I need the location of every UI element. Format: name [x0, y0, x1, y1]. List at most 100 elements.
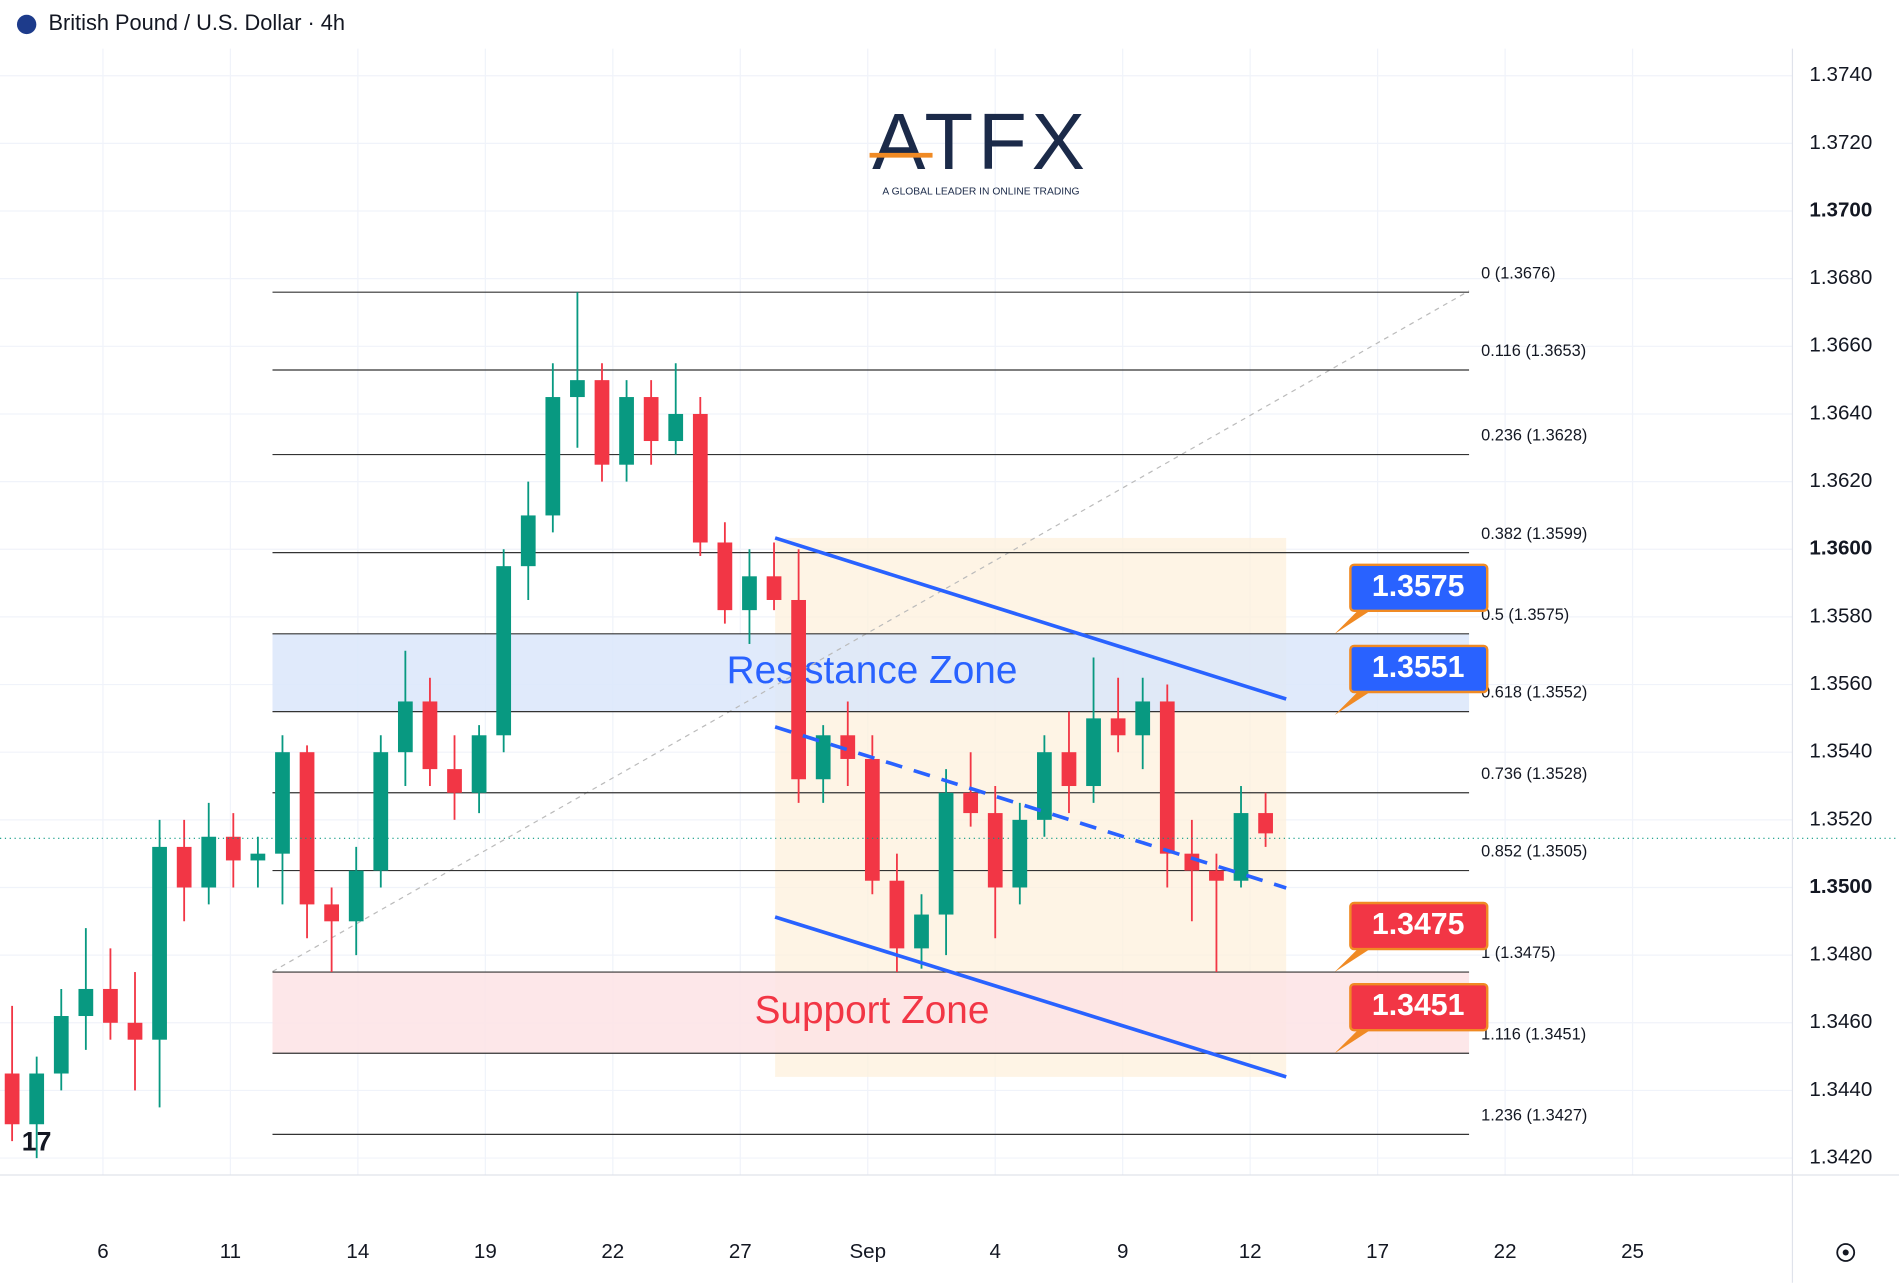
candle-body: [815, 735, 831, 780]
candle-body: [471, 735, 487, 793]
candle-body: [570, 380, 585, 398]
candle-body: [840, 735, 856, 759]
candle-body: [791, 599, 806, 780]
y-tick-label: 1.3640: [1809, 401, 1872, 424]
y-tick-label: 1.3460: [1809, 1010, 1872, 1033]
candle-body: [78, 988, 94, 1017]
x-tick-label: 4: [989, 1240, 1000, 1263]
candle-body: [520, 515, 536, 567]
candle-body: [1159, 701, 1175, 854]
y-tick-label: 1.3580: [1809, 604, 1872, 627]
candle-body: [1258, 813, 1273, 834]
candle-body: [1135, 701, 1151, 736]
fib-label: 0.382 (1.3599): [1481, 525, 1587, 543]
badge: [1349, 982, 1489, 1032]
y-tick-label: 1.3660: [1809, 334, 1872, 357]
candle-body: [250, 853, 266, 861]
candle-body: [1012, 819, 1028, 888]
logo-tagline: A GLOBAL LEADER IN ONLINE TRADING: [882, 186, 1079, 197]
logo-brand: ATFX: [872, 97, 1090, 186]
y-tick-label: 1.3620: [1809, 469, 1872, 492]
candles: [4, 292, 1273, 1159]
fib-label: 0.852 (1.3505): [1481, 843, 1587, 861]
fib-label: 0.736 (1.3528): [1481, 765, 1587, 783]
x-tick-label: 14: [346, 1240, 369, 1263]
y-tick-label: 1.3600: [1809, 537, 1872, 560]
badge-label: 1.3475: [1372, 908, 1465, 941]
symbol-title[interactable]: British Pound / U.S. Dollar · 4h: [48, 10, 345, 35]
candle-body: [594, 380, 610, 465]
x-tick-label: 17: [1366, 1240, 1389, 1263]
zone: [272, 633, 1470, 712]
candle-body: [348, 870, 364, 922]
y-tick-label: 1.3720: [1809, 131, 1872, 154]
fib-label: 0.236 (1.3628): [1481, 427, 1587, 445]
candle-body: [1086, 718, 1101, 787]
y-tick-label: 1.3420: [1809, 1146, 1872, 1169]
candle-body: [29, 1073, 45, 1125]
candle-body: [176, 846, 192, 888]
candle-body: [447, 769, 462, 793]
zones: Resistance Zone Support Zone: [272, 633, 1470, 1054]
candle-body: [422, 701, 438, 770]
x-tick-label: 9: [1117, 1240, 1128, 1263]
candle-body: [299, 752, 315, 905]
x-tick-label: 27: [729, 1240, 752, 1263]
fib-label: 0.618 (1.3552): [1481, 684, 1587, 702]
channel-upper: [774, 536, 1287, 701]
fib-label: 1.116 (1.3451): [1481, 1025, 1586, 1043]
badge-label: 1.3551: [1372, 651, 1465, 684]
settings-dot: [1842, 1249, 1849, 1256]
badges: 1.3575 1.3551 1.3475 1.3451: [1334, 563, 1489, 1054]
y-tick-label: 1.3440: [1809, 1078, 1872, 1101]
x-tick-label: 22: [601, 1240, 624, 1263]
candle-body: [742, 576, 757, 611]
badge-label: 1.3575: [1372, 570, 1465, 603]
zone-label: Resistance Zone: [727, 649, 1018, 692]
fib-trend: [272, 290, 1470, 973]
candle-body: [496, 566, 512, 736]
badge-label: 1.3451: [1372, 989, 1465, 1022]
y-tick-label: 1.3560: [1809, 672, 1872, 695]
y-tick-label: 1.3680: [1809, 266, 1872, 289]
tv-logo: 17: [22, 1127, 52, 1157]
y-tick-label: 1.3480: [1809, 943, 1872, 966]
candle-body: [766, 576, 782, 600]
candle-body: [397, 701, 413, 753]
zone-label: Support Zone: [755, 989, 990, 1032]
channel-mid: [774, 725, 1287, 890]
fib-label: 1.236 (1.3427): [1481, 1107, 1587, 1125]
x-tick-label: 12: [1239, 1240, 1262, 1263]
x-tick-label: 25: [1621, 1240, 1644, 1263]
candle-body: [324, 904, 340, 922]
y-tick-label: 1.3500: [1809, 875, 1872, 898]
candle-body: [373, 752, 389, 871]
badge: [1349, 563, 1489, 613]
candle-body: [1184, 853, 1200, 871]
candle-body: [127, 1022, 143, 1040]
candle-body: [914, 914, 929, 949]
price-axis: 1.3740 1.3720 1.3700 1.3680 1.3660 1.3640 1.36…: [1809, 63, 1872, 1168]
candle-body: [152, 846, 167, 1040]
y-tick-label: 1.3520: [1809, 807, 1872, 830]
channel-lower: [774, 915, 1287, 1079]
x-tick-label: 6: [97, 1240, 108, 1263]
candle-body: [889, 880, 905, 949]
x-tick-label: 19: [474, 1240, 497, 1263]
x-tick-label: 11: [220, 1240, 241, 1263]
candle-body: [1233, 813, 1249, 881]
flag-icon: [16, 14, 37, 35]
candle-body: [643, 397, 659, 442]
candle-body: [619, 397, 634, 465]
settings-button[interactable]: [1836, 1243, 1856, 1262]
badge: [1349, 644, 1489, 694]
x-tick-label: Sep: [849, 1240, 886, 1263]
badge: [1349, 901, 1489, 951]
candle-body: [1037, 752, 1052, 820]
candle-body: [1061, 752, 1077, 787]
candle-body: [938, 792, 954, 915]
candle-body: [4, 1073, 20, 1125]
y-tick-label: 1.3540: [1809, 740, 1872, 763]
